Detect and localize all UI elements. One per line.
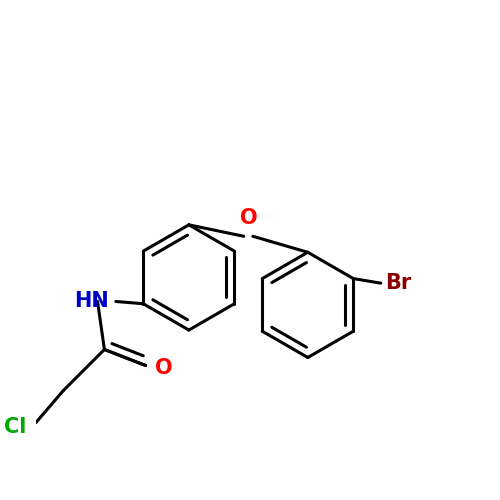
Text: Cl: Cl — [4, 418, 26, 438]
Text: Br: Br — [386, 273, 411, 293]
Text: HN: HN — [74, 292, 109, 312]
Text: O: O — [240, 208, 257, 228]
Text: O: O — [154, 358, 172, 378]
